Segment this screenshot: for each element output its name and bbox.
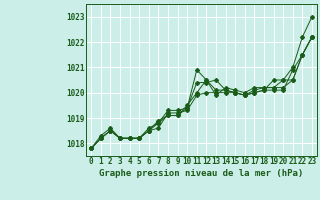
X-axis label: Graphe pression niveau de la mer (hPa): Graphe pression niveau de la mer (hPa) xyxy=(100,169,304,178)
